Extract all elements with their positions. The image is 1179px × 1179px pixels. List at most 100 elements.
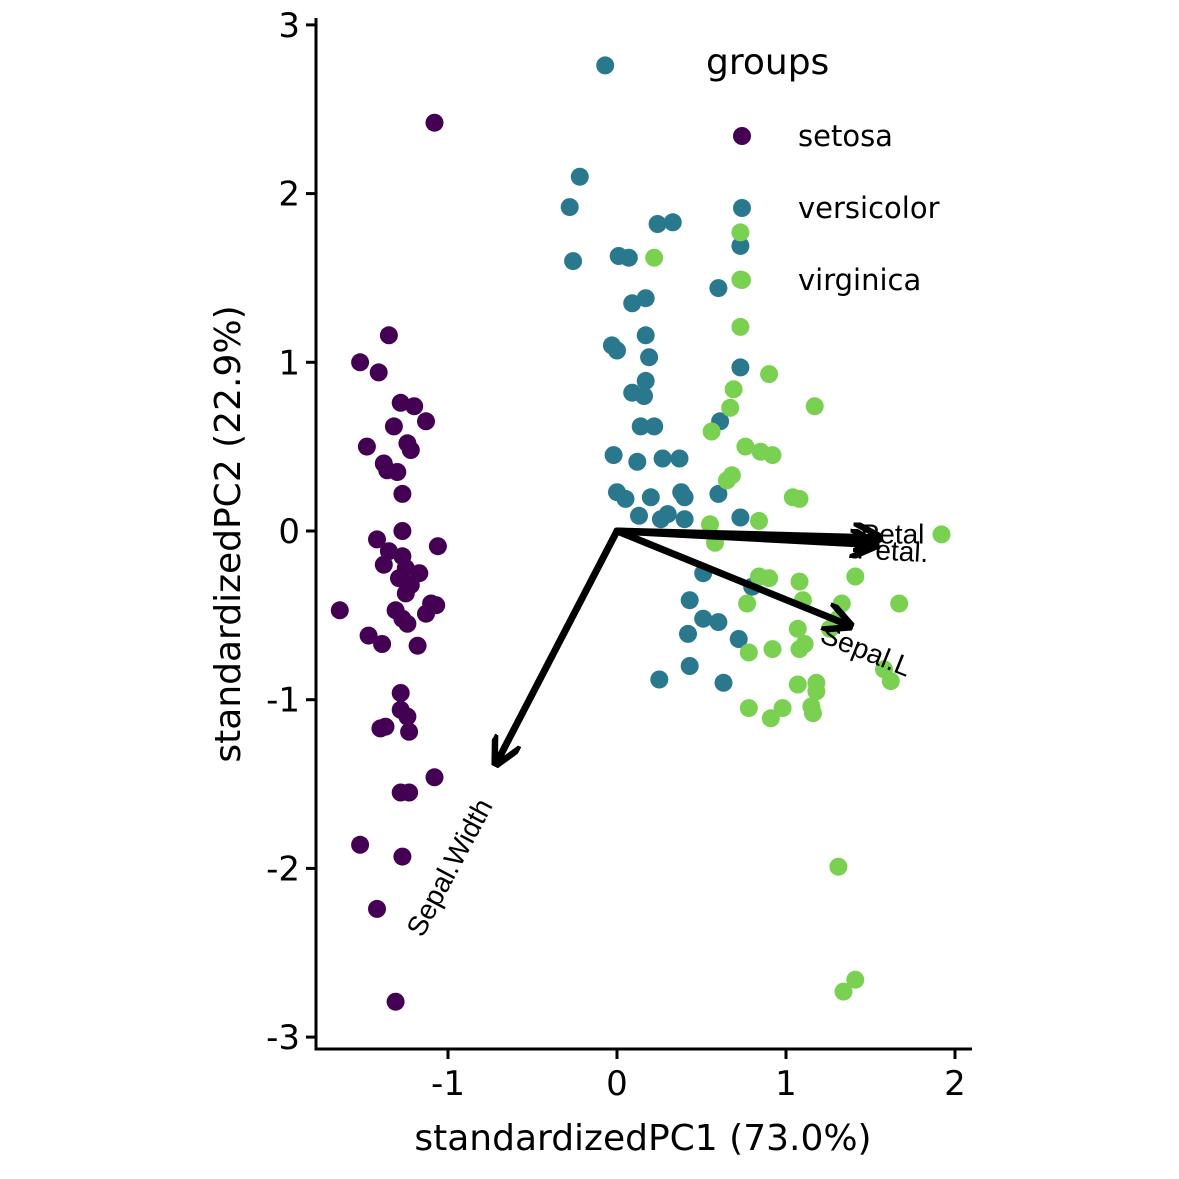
point-setosa — [388, 463, 407, 481]
point-setosa — [425, 768, 444, 787]
series-versicolor — [560, 56, 762, 692]
y-axis-ticks: -3 -2 -1 0 1 2 3 — [266, 6, 316, 1058]
point-versicolor — [709, 484, 728, 503]
point-versicolor — [729, 630, 748, 648]
point-setosa — [400, 783, 419, 802]
point-versicolor — [648, 215, 667, 233]
point-virginica — [773, 699, 792, 718]
point-versicolor — [651, 510, 670, 529]
y-tick-label: -1 — [266, 681, 300, 721]
point-versicolor — [640, 348, 659, 367]
x-axis-ticks: -1 0 1 2 — [431, 1049, 966, 1104]
legend-label-virginica: virginica — [798, 263, 921, 297]
point-virginica — [731, 223, 750, 242]
loading-label-sepall-2: Sepal.L — [816, 618, 916, 682]
point-virginica — [724, 380, 743, 399]
point-virginica — [701, 515, 719, 534]
point-virginica — [788, 675, 807, 694]
point-virginica — [829, 857, 848, 876]
point-virginica — [846, 970, 865, 989]
point-versicolor — [675, 510, 694, 529]
point-virginica — [761, 709, 780, 728]
point-setosa — [369, 363, 388, 382]
point-versicolor — [623, 294, 642, 313]
point-virginica — [881, 672, 900, 691]
point-versicolor — [570, 167, 589, 186]
point-versicolor — [596, 56, 615, 75]
point-versicolor — [731, 236, 750, 255]
point-virginica — [805, 397, 824, 416]
loading-arrow-sepall-2 — [613, 527, 845, 624]
point-virginica — [760, 365, 779, 384]
point-setosa — [373, 635, 392, 653]
point-versicolor — [675, 488, 694, 507]
y-tick-label: 1 — [278, 343, 300, 383]
x-tick-label: 0 — [606, 1064, 628, 1104]
point-versicolor — [680, 657, 699, 675]
point-setosa — [393, 484, 412, 503]
point-virginica — [795, 635, 814, 653]
point-virginica — [738, 594, 757, 613]
point-virginica — [807, 682, 826, 701]
point-setosa — [417, 604, 435, 623]
point-setosa — [359, 626, 378, 645]
point-virginica — [739, 643, 758, 662]
point-versicolor — [636, 289, 655, 308]
point-setosa — [428, 537, 447, 556]
point-setosa — [405, 397, 424, 416]
point-virginica — [763, 640, 782, 659]
point-setosa — [391, 684, 410, 702]
point-versicolor — [709, 613, 728, 632]
point-versicolor — [663, 213, 682, 232]
point-virginica — [932, 525, 951, 544]
point-virginica — [750, 511, 768, 530]
point-versicolor — [731, 358, 750, 377]
point-versicolor — [694, 609, 713, 628]
legend-key-setosa — [733, 127, 751, 145]
point-virginica — [736, 437, 755, 456]
point-versicolor — [679, 624, 697, 643]
legend-title: groups — [706, 42, 829, 83]
point-setosa — [368, 899, 386, 918]
point-setosa — [401, 441, 420, 459]
point-virginica — [702, 422, 721, 441]
point-versicolor — [630, 506, 648, 525]
point-setosa — [425, 113, 444, 132]
point-virginica — [763, 446, 782, 465]
point-virginica — [832, 594, 851, 613]
point-versicolor — [680, 591, 699, 610]
point-virginica — [790, 572, 809, 591]
point-setosa — [400, 722, 419, 741]
point-setosa — [357, 437, 376, 456]
x-tick-label: 1 — [775, 1064, 797, 1104]
point-virginica — [846, 567, 865, 586]
point-setosa — [351, 835, 370, 854]
point-setosa — [391, 393, 410, 412]
axes: -1 0 1 2 -3 -2 -1 0 1 2 3 — [266, 6, 972, 1104]
series-setosa — [330, 113, 447, 1011]
point-setosa — [368, 530, 386, 549]
point-versicolor — [564, 252, 583, 271]
x-tick-label: -1 — [431, 1064, 465, 1104]
legend-label-setosa: setosa — [798, 119, 893, 153]
point-versicolor — [714, 673, 733, 692]
point-versicolor — [670, 449, 689, 468]
point-versicolor — [709, 279, 728, 298]
point-setosa — [408, 636, 427, 655]
point-versicolor — [636, 326, 655, 345]
point-setosa — [398, 707, 417, 726]
point-virginica — [788, 619, 807, 638]
point-virginica — [721, 398, 740, 417]
loading-label-petal-1: Petal. — [856, 533, 929, 568]
point-virginica — [739, 699, 758, 718]
point-setosa — [330, 601, 349, 620]
point-versicolor — [628, 452, 647, 471]
loading-label-sepalwidth-3: Sepal.Width — [400, 793, 498, 941]
point-versicolor — [616, 489, 635, 508]
y-tick-label: 3 — [278, 6, 300, 46]
point-setosa — [379, 326, 398, 345]
y-tick-label: -3 — [266, 1018, 300, 1058]
scatter-points — [330, 56, 951, 1011]
legend-entries: setosa versicolor virginica — [733, 119, 940, 297]
